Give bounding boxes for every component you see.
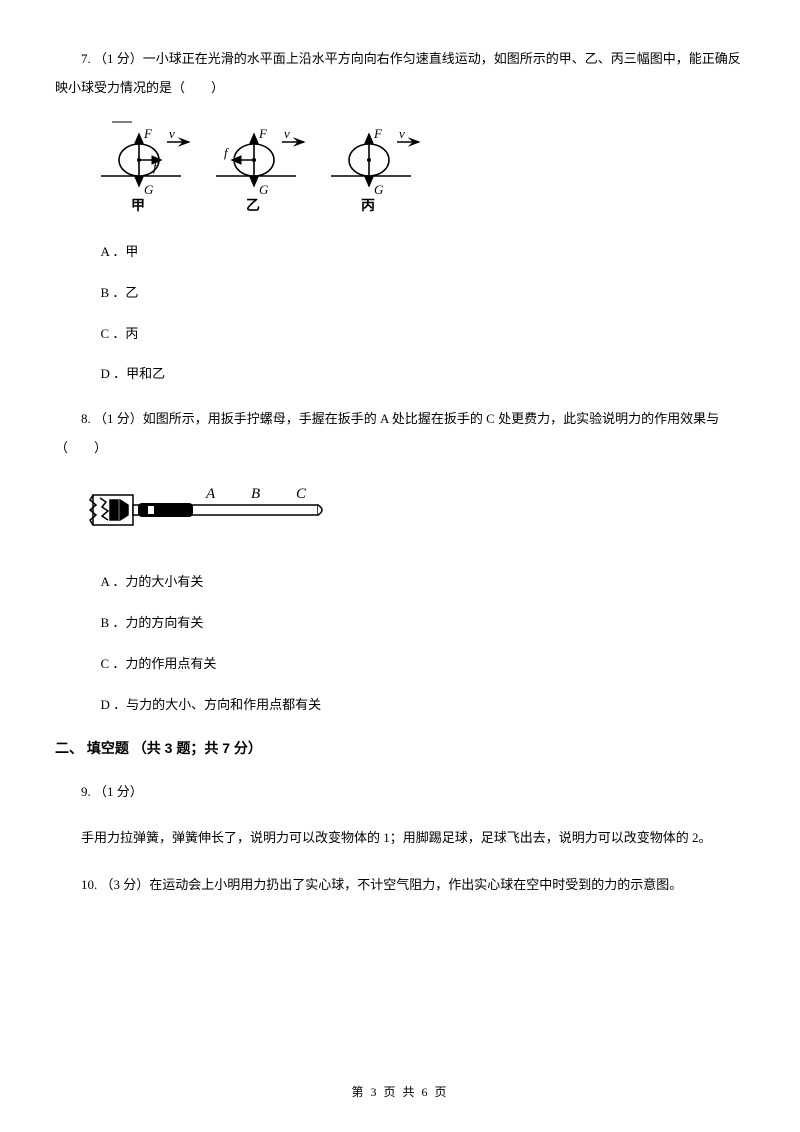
q9-text: 手用力拉弹簧，弹簧伸长了，说明力可以改变物体的 1；用脚踢足球，足球飞出去，说明… — [55, 824, 745, 853]
label-F: F — [143, 126, 153, 141]
section-2-header: 二、 填空题 （共 3 题；共 7 分） — [55, 737, 745, 759]
caption-bing: 丙 — [361, 198, 375, 214]
label-G2: G — [259, 182, 269, 197]
ball-diagrams-svg: F f v G 甲 F f v G 乙 — [94, 120, 444, 215]
label-G: G — [144, 182, 154, 197]
q8-opt-a: A ．力的大小有关 — [101, 572, 746, 593]
label-v: v — [169, 126, 175, 141]
q7-opt-a: A ．甲 — [101, 242, 746, 263]
ball-jia: F f v G 甲 — [101, 126, 189, 214]
wrench-label-a: A — [205, 486, 216, 502]
page-footer: 第 3 页 共 6 页 — [0, 1083, 800, 1102]
wrench-svg: A B C — [88, 480, 348, 540]
wrench-label-c: C — [296, 486, 307, 502]
caption-yi: 乙 — [246, 198, 260, 214]
q8-opt-c: C ．力的作用点有关 — [101, 654, 746, 675]
label-F2: F — [258, 126, 268, 141]
label-v2: v — [284, 126, 290, 141]
q7-opt-d: D ．甲和乙 — [101, 364, 746, 385]
q8-text: 8. （1 分）如图所示，用扳手拧螺母，手握在扳手的 A 处比握在扳手的 C 处… — [55, 405, 745, 462]
label-G3: G — [374, 182, 384, 197]
q9-header: 9. （1 分） — [55, 778, 745, 807]
q8-opt-d: D ．与力的大小、方向和作用点都有关 — [101, 695, 746, 716]
q7-opt-c: C ．丙 — [101, 324, 746, 345]
ball-bing: F v G 丙 — [331, 126, 419, 214]
caption-jia: 甲 — [131, 198, 145, 214]
label-F3: F — [373, 126, 383, 141]
wrench-label-b: B — [251, 486, 260, 502]
label-v3: v — [399, 126, 405, 141]
q7-text: 7. （1 分）一小球正在光滑的水平面上沿水平方向向右作匀速直线运动，如图所示的… — [55, 45, 745, 102]
q8-opt-b: B ．力的方向有关 — [101, 613, 746, 634]
ball-yi: F f v G 乙 — [216, 126, 304, 214]
label-f2: f — [224, 145, 230, 160]
q8-figure: A B C — [88, 480, 746, 547]
q10-text: 10. （3 分）在运动会上小明用力扔出了实心球，不计空气阻力，作出实心球在空中… — [55, 871, 745, 900]
q7-opt-b: B ．乙 — [101, 283, 746, 304]
q7-figure: F f v G 甲 F f v G 乙 — [94, 120, 745, 222]
